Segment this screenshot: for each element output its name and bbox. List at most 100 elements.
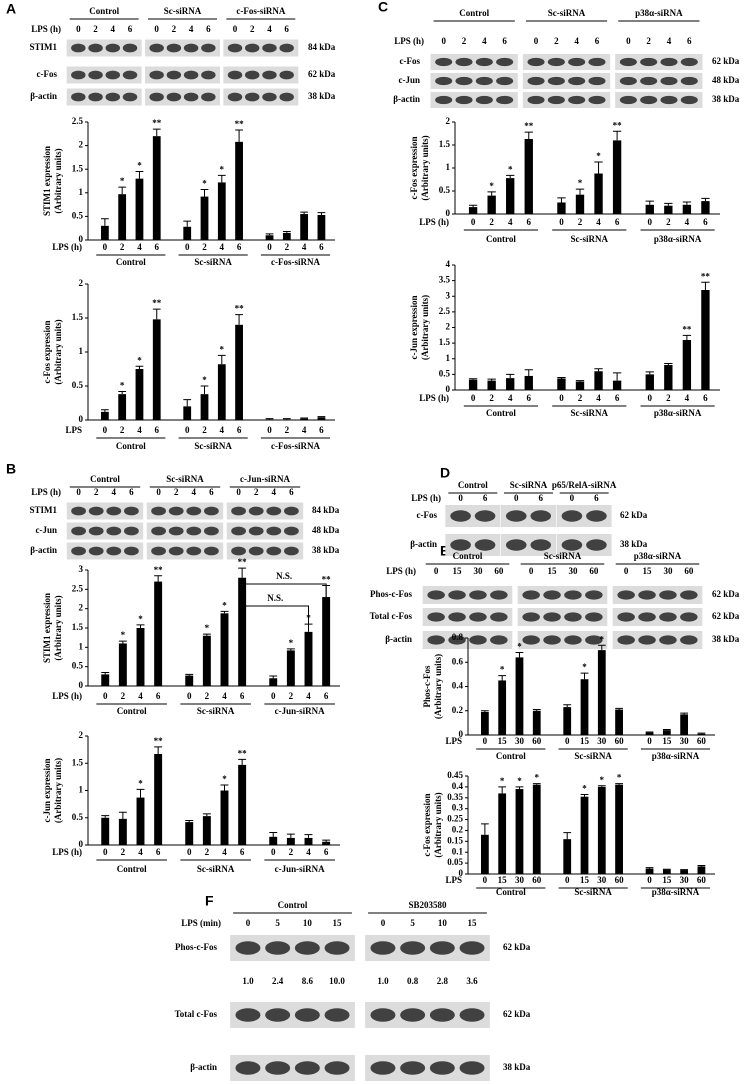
x-tick-label: 2 <box>285 242 290 252</box>
bar <box>217 182 226 240</box>
panel-label: C <box>378 0 388 15</box>
x-tick-label: 2 <box>120 425 125 435</box>
band <box>429 1061 455 1075</box>
x-tick-label: 4 <box>306 847 311 857</box>
bar <box>532 784 541 874</box>
bar <box>532 710 541 735</box>
x-tick-label: 6 <box>615 217 620 227</box>
bar <box>118 818 127 845</box>
band-quant: 3.6 <box>466 976 478 986</box>
y-tick-label: 1.5 <box>439 139 451 149</box>
x-tick-label: 0 <box>267 242 272 252</box>
group-label: p65/RelA-siRNA <box>552 480 617 490</box>
band <box>265 1061 291 1075</box>
group-label: c-Fos-siRNA <box>236 6 285 16</box>
bar <box>645 374 654 390</box>
x-tick-label: 4 <box>222 691 227 701</box>
error-bar <box>220 610 229 614</box>
error-bar <box>557 377 566 379</box>
y-tick-label: 0.6 <box>452 656 464 666</box>
error-bar <box>304 623 313 632</box>
y-tick-label: 0.5 <box>72 661 84 671</box>
band <box>619 76 637 86</box>
x-tick-label: 2 <box>205 691 210 701</box>
time-label: 4 <box>189 24 194 34</box>
bar <box>594 371 603 390</box>
error-bar <box>118 186 127 195</box>
band <box>201 43 216 53</box>
x-tick-label: 0 <box>483 875 488 885</box>
y-tick-label: 1 <box>79 346 84 356</box>
x-tick-label: 2 <box>120 242 125 252</box>
band <box>186 526 202 536</box>
band <box>561 539 583 551</box>
band <box>400 941 426 955</box>
error-bar <box>480 823 489 835</box>
x-tick-label: 6 <box>319 425 324 435</box>
x-tick-label: 6 <box>319 242 324 252</box>
bar <box>594 173 603 214</box>
band <box>124 546 139 556</box>
time-label: 2 <box>94 487 99 497</box>
band-quant: 2.4 <box>272 976 284 986</box>
time-label: 2 <box>462 36 467 46</box>
error-bar <box>136 788 145 798</box>
band <box>106 506 122 516</box>
significance-marker: * <box>534 773 539 783</box>
row-label: c-Fos <box>37 69 58 79</box>
x-tick-label: 0 <box>103 425 108 435</box>
lps-label: LPS (h) <box>411 493 441 503</box>
bar <box>185 675 194 686</box>
y-tick-label: 2 <box>79 140 84 150</box>
band <box>201 92 216 102</box>
error-bar <box>480 710 489 712</box>
band <box>166 70 182 80</box>
blot-strip <box>66 39 142 57</box>
error-bar <box>701 281 710 290</box>
row-label: c-Jun <box>398 75 420 85</box>
error-bar <box>645 867 654 869</box>
y-tick-label: 0.5 <box>439 185 451 195</box>
bar <box>580 679 589 735</box>
time-label: 15 <box>643 566 653 576</box>
band <box>490 612 508 622</box>
significance-marker: * <box>222 774 227 784</box>
y-tick-label: 1.5 <box>72 622 84 632</box>
time-label: 0 <box>570 493 575 503</box>
y-axis-label: c-Fos expression <box>422 793 432 856</box>
y-tick-label: 0.5 <box>72 380 84 390</box>
bar <box>265 235 274 240</box>
band <box>543 612 561 622</box>
band <box>680 57 698 67</box>
time-label: 4 <box>111 24 116 34</box>
kda-label: 62 kDa <box>712 589 740 599</box>
significance-marker: * <box>220 344 225 354</box>
x-tick-label: 0 <box>483 736 488 746</box>
x-tick-label: 30 <box>515 875 525 885</box>
kda-label: 62 kDa <box>308 69 336 79</box>
y-tick-label: 0 <box>79 839 84 849</box>
panel-label: E <box>440 543 449 559</box>
error-bar <box>152 128 161 137</box>
blot-strip <box>615 92 703 108</box>
band <box>638 612 656 622</box>
band-quant: 1.0 <box>242 976 254 986</box>
time-label: 4 <box>574 36 579 46</box>
bar <box>300 214 309 240</box>
kda-label: 62 kDa <box>503 1009 531 1019</box>
row-label: β-actin <box>410 539 437 549</box>
time-label: 0 <box>236 487 241 497</box>
band <box>71 506 86 516</box>
band <box>279 43 294 53</box>
group-label: Sc-siRNA <box>197 864 235 874</box>
comparison-bracket <box>241 605 309 624</box>
bar <box>304 837 313 845</box>
band <box>168 546 184 556</box>
significance-marker: * <box>202 179 207 189</box>
bar <box>265 419 274 420</box>
band <box>231 526 246 536</box>
band <box>151 546 166 556</box>
group-label: Control <box>116 441 146 451</box>
x-tick-label: 2 <box>285 425 290 435</box>
